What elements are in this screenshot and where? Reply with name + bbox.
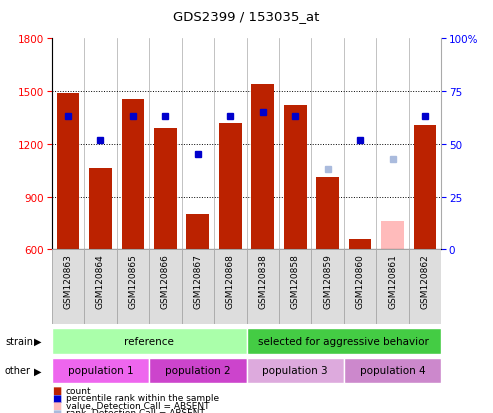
Bar <box>279 250 312 324</box>
Text: GSM120866: GSM120866 <box>161 254 170 309</box>
Bar <box>57 94 79 250</box>
Text: population 2: population 2 <box>165 366 231 375</box>
Text: population 3: population 3 <box>262 366 328 375</box>
Text: value, Detection Call = ABSENT: value, Detection Call = ABSENT <box>66 401 209 410</box>
Text: count: count <box>66 386 91 395</box>
Text: strain: strain <box>5 336 33 346</box>
Bar <box>154 129 176 250</box>
Text: population 1: population 1 <box>68 366 133 375</box>
Text: GSM120867: GSM120867 <box>193 254 202 309</box>
Bar <box>312 250 344 324</box>
Bar <box>52 250 84 324</box>
Bar <box>181 250 214 324</box>
Text: ■: ■ <box>52 400 61 410</box>
Bar <box>414 125 436 250</box>
Text: rank, Detection Call = ABSENT: rank, Detection Call = ABSENT <box>66 408 205 413</box>
Bar <box>344 250 376 324</box>
Text: selected for aggressive behavior: selected for aggressive behavior <box>258 336 429 346</box>
Text: other: other <box>5 366 31 375</box>
Bar <box>52 328 246 354</box>
Bar <box>246 358 344 383</box>
Bar <box>52 358 149 383</box>
Text: GSM120868: GSM120868 <box>226 254 235 309</box>
Text: GSM120861: GSM120861 <box>388 254 397 309</box>
Text: GSM120865: GSM120865 <box>128 254 138 309</box>
Text: GDS2399 / 153035_at: GDS2399 / 153035_at <box>174 10 319 23</box>
Text: percentile rank within the sample: percentile rank within the sample <box>66 393 219 402</box>
Bar <box>214 250 246 324</box>
Bar <box>251 85 274 250</box>
Text: GSM120858: GSM120858 <box>291 254 300 309</box>
Bar <box>317 178 339 250</box>
Bar <box>122 100 144 250</box>
Text: reference: reference <box>124 336 174 346</box>
Text: ■: ■ <box>52 385 61 395</box>
Bar <box>344 358 441 383</box>
Text: ■: ■ <box>52 393 61 403</box>
Text: GSM120859: GSM120859 <box>323 254 332 309</box>
Text: population 4: population 4 <box>360 366 425 375</box>
Bar <box>117 250 149 324</box>
Bar <box>381 222 404 250</box>
Text: GSM120863: GSM120863 <box>64 254 72 309</box>
Text: GSM120862: GSM120862 <box>421 254 429 308</box>
Bar <box>284 106 307 250</box>
Bar <box>409 250 441 324</box>
Bar <box>84 250 117 324</box>
Bar <box>89 168 112 250</box>
Bar <box>349 240 371 250</box>
Text: GSM120864: GSM120864 <box>96 254 105 308</box>
Bar <box>149 358 246 383</box>
Text: GSM120860: GSM120860 <box>355 254 365 309</box>
Bar <box>246 328 441 354</box>
Bar <box>376 250 409 324</box>
Bar <box>149 250 181 324</box>
Bar <box>246 250 279 324</box>
Bar <box>186 215 209 250</box>
Text: ■: ■ <box>52 408 61 413</box>
Text: ▶: ▶ <box>34 366 41 375</box>
Text: ▶: ▶ <box>34 336 41 346</box>
Text: GSM120838: GSM120838 <box>258 254 267 309</box>
Bar <box>219 123 242 250</box>
